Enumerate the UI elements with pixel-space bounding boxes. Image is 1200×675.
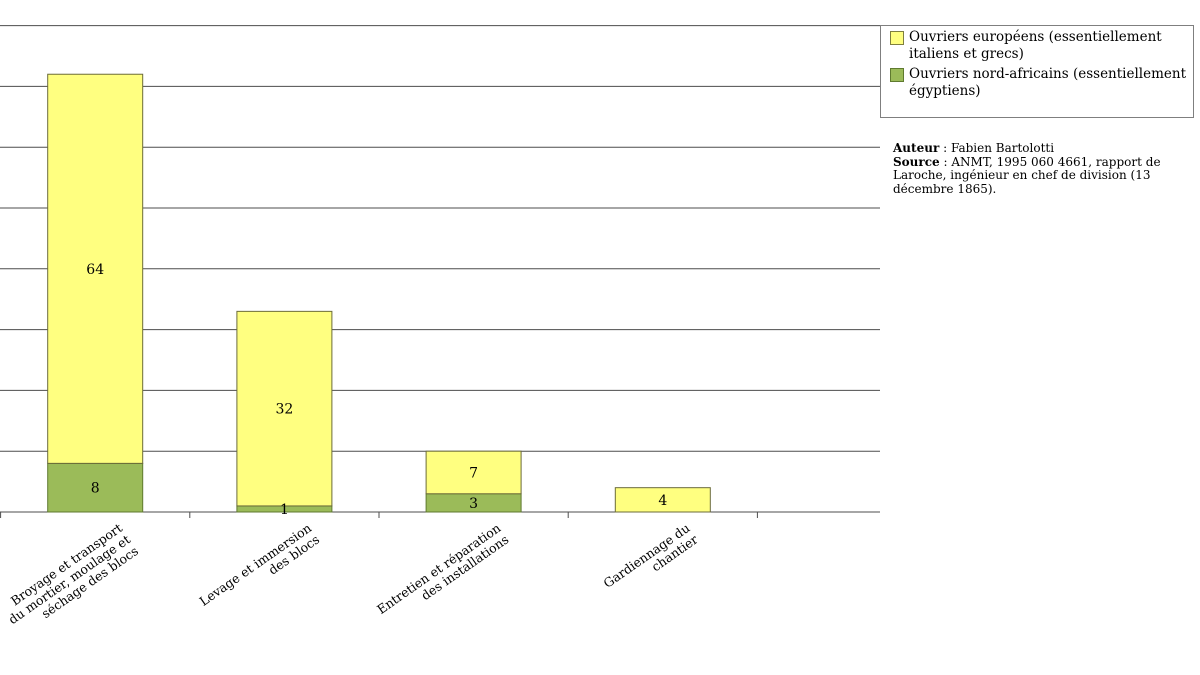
data-label: 8 xyxy=(91,481,100,497)
bars xyxy=(47,73,711,513)
bar-segment xyxy=(47,73,144,464)
data-label: 4 xyxy=(658,493,667,509)
data-label: 7 xyxy=(469,465,478,481)
stacked-bar-chart: 342864132374...ion du sable,de la chaux … xyxy=(0,25,880,638)
bar-segment xyxy=(614,487,711,513)
data-label: 64 xyxy=(86,262,104,278)
legend-item-europeens: Ouvriers européens (essentiellement ital… xyxy=(890,29,1189,63)
category-label: Levage et immersiondes blocs xyxy=(197,520,323,620)
category-label: Entretien et réparationdes installations xyxy=(374,520,511,628)
legend: Ouvriers européens (essentiellement ital… xyxy=(880,25,1194,118)
category-label-line: Levage et immersion xyxy=(197,520,315,609)
bar-segment xyxy=(236,310,333,507)
data-label: 32 xyxy=(275,402,293,418)
source-note: Auteur : Fabien Bartolotti Source : ANMT… xyxy=(893,141,1193,196)
category-label-line: du mortier, moulage et xyxy=(6,532,133,627)
legend-swatch-europeens xyxy=(890,31,904,45)
gridlines xyxy=(0,25,880,452)
category-label: Gardiennage duchantier xyxy=(601,520,701,602)
author-value: : Fabien Bartolotti xyxy=(939,141,1055,155)
source-label: Source xyxy=(893,154,940,169)
legend-swatch-nord-africains xyxy=(890,68,904,82)
source-value: : ANMT, 1995 060 4661, rapport de Laroch… xyxy=(893,154,1161,196)
data-label: 1 xyxy=(280,502,289,518)
category-label: Broyage et transportdu mortier, moulage … xyxy=(0,520,141,638)
bar-segment xyxy=(425,450,522,495)
legend-label-nord-africains: Ouvriers nord-africains (essentiellement… xyxy=(909,66,1187,99)
legend-item-nord-africains: Ouvriers nord-africains (essentiellement… xyxy=(890,66,1189,100)
data-label: 3 xyxy=(469,496,478,512)
author-label: Auteur xyxy=(893,141,940,155)
bar-segment xyxy=(47,462,144,513)
category-labels: ...ion du sable,de la chaux et ducharbon… xyxy=(0,520,701,638)
category-label-line: Entretien et réparation xyxy=(374,520,503,617)
legend-label-europeens: Ouvriers européens (essentiellement ital… xyxy=(909,29,1162,62)
data-labels: 342864132374 xyxy=(86,262,667,518)
x-axis-ticks xyxy=(0,512,758,518)
